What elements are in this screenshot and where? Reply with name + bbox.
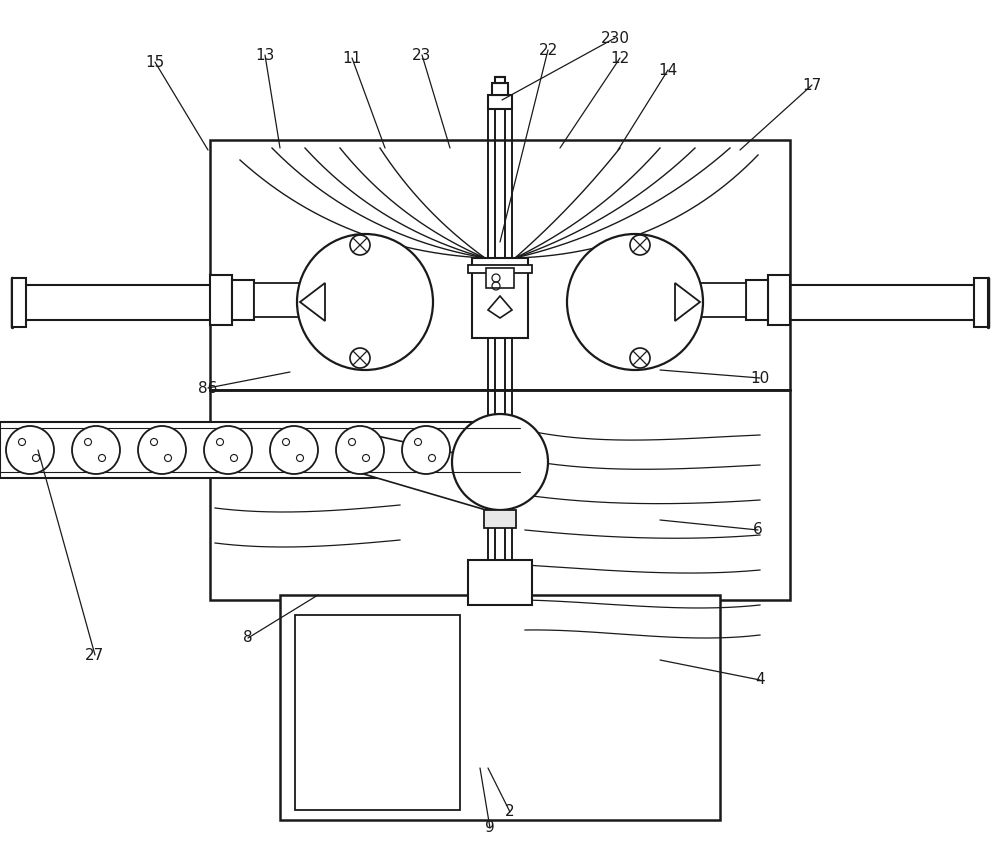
Text: 27: 27 bbox=[85, 647, 105, 663]
Text: 6: 6 bbox=[753, 522, 763, 538]
Text: 8: 8 bbox=[243, 631, 253, 645]
Bar bbox=[210, 390, 790, 600]
Bar bbox=[295, 615, 460, 810]
Bar bbox=[488, 95, 512, 109]
Bar bbox=[492, 83, 508, 95]
Circle shape bbox=[567, 234, 703, 370]
Bar bbox=[768, 275, 790, 325]
Bar bbox=[495, 77, 505, 83]
Text: 17: 17 bbox=[802, 78, 822, 92]
Bar bbox=[686, 283, 746, 317]
Text: 10: 10 bbox=[750, 371, 770, 385]
Text: 23: 23 bbox=[412, 47, 432, 62]
Circle shape bbox=[270, 426, 318, 474]
Circle shape bbox=[452, 414, 548, 510]
Bar bbox=[472, 258, 528, 338]
Circle shape bbox=[204, 426, 252, 474]
Text: 13: 13 bbox=[255, 47, 275, 62]
Circle shape bbox=[138, 426, 186, 474]
Bar bbox=[280, 595, 720, 820]
Text: 15: 15 bbox=[145, 55, 165, 69]
Bar bbox=[468, 265, 532, 273]
Circle shape bbox=[297, 234, 433, 370]
Text: 12: 12 bbox=[610, 51, 630, 66]
Text: 230: 230 bbox=[600, 31, 630, 45]
Bar bbox=[486, 268, 514, 288]
Text: 22: 22 bbox=[538, 43, 558, 57]
Polygon shape bbox=[488, 296, 512, 318]
Circle shape bbox=[402, 426, 450, 474]
Bar bbox=[468, 560, 532, 605]
Bar bbox=[12, 278, 26, 327]
Bar bbox=[746, 280, 768, 320]
Bar bbox=[210, 140, 790, 390]
Circle shape bbox=[72, 426, 120, 474]
Text: 11: 11 bbox=[342, 51, 362, 66]
Bar bbox=[232, 280, 254, 320]
Circle shape bbox=[336, 426, 384, 474]
Bar bbox=[484, 510, 516, 528]
Bar bbox=[210, 275, 232, 325]
Bar bbox=[0, 422, 520, 478]
Polygon shape bbox=[350, 430, 486, 510]
Text: 2: 2 bbox=[505, 805, 515, 819]
Text: 9: 9 bbox=[485, 821, 495, 835]
Text: 4: 4 bbox=[755, 673, 765, 687]
Circle shape bbox=[6, 426, 54, 474]
Bar bbox=[254, 283, 314, 317]
Bar bbox=[974, 278, 988, 327]
Text: 86: 86 bbox=[198, 381, 218, 395]
Text: 14: 14 bbox=[658, 62, 678, 78]
